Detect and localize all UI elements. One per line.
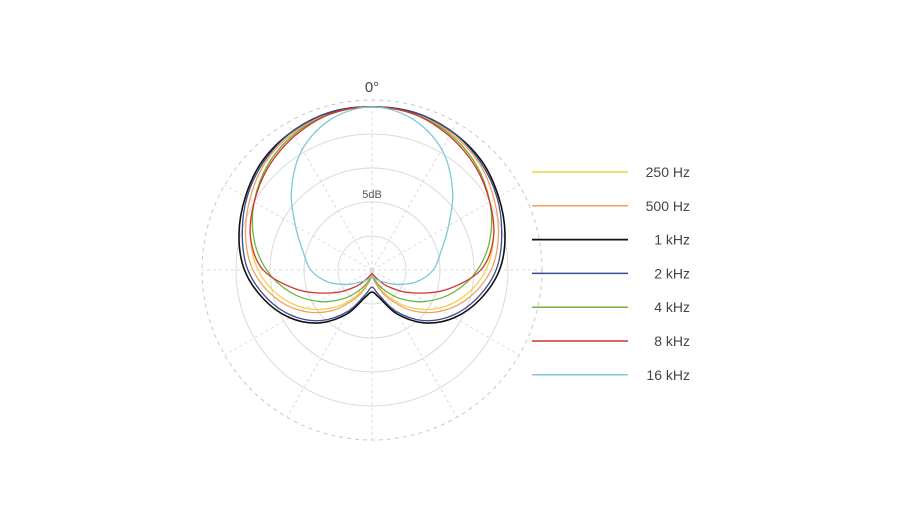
grid-spoke-330 bbox=[286, 122, 373, 271]
grid-ring-4 bbox=[235, 133, 509, 407]
legend-label-5: 8 kHz bbox=[654, 333, 690, 349]
grid-spoke-210 bbox=[286, 269, 373, 418]
ring-label: 5dB bbox=[362, 189, 382, 201]
legend-label-2: 1 kHz bbox=[654, 232, 690, 248]
legend-label-1: 500 Hz bbox=[646, 198, 690, 214]
grid-spoke-300 bbox=[224, 184, 373, 271]
grid-spoke-150 bbox=[371, 269, 458, 418]
series-curve-3 bbox=[241, 106, 503, 322]
legend-label-6: 16 kHz bbox=[646, 367, 690, 383]
grid-spoke-60 bbox=[371, 184, 520, 271]
legend: 250 Hz 500 Hz 1 kHz 2 kHz 4 kHz 8 kHz 16 kHz bbox=[532, 164, 690, 383]
polar-grid bbox=[201, 99, 543, 441]
series-curve-6 bbox=[290, 106, 454, 286]
legend-label-3: 2 kHz bbox=[654, 265, 690, 281]
grid-spoke-240 bbox=[224, 269, 373, 356]
angle-label-0deg: 0° bbox=[365, 79, 379, 96]
legend-label-4: 4 kHz bbox=[654, 299, 690, 315]
polar-curves bbox=[238, 105, 506, 324]
grid-ring-1 bbox=[337, 235, 407, 305]
series-curve-5 bbox=[249, 106, 495, 294]
series-curve-1 bbox=[244, 106, 500, 314]
grid-spoke-30 bbox=[371, 122, 458, 271]
grid-spoke-120 bbox=[371, 269, 520, 356]
series-curve-2 bbox=[238, 105, 506, 324]
legend-label-0: 250 Hz bbox=[646, 164, 690, 180]
